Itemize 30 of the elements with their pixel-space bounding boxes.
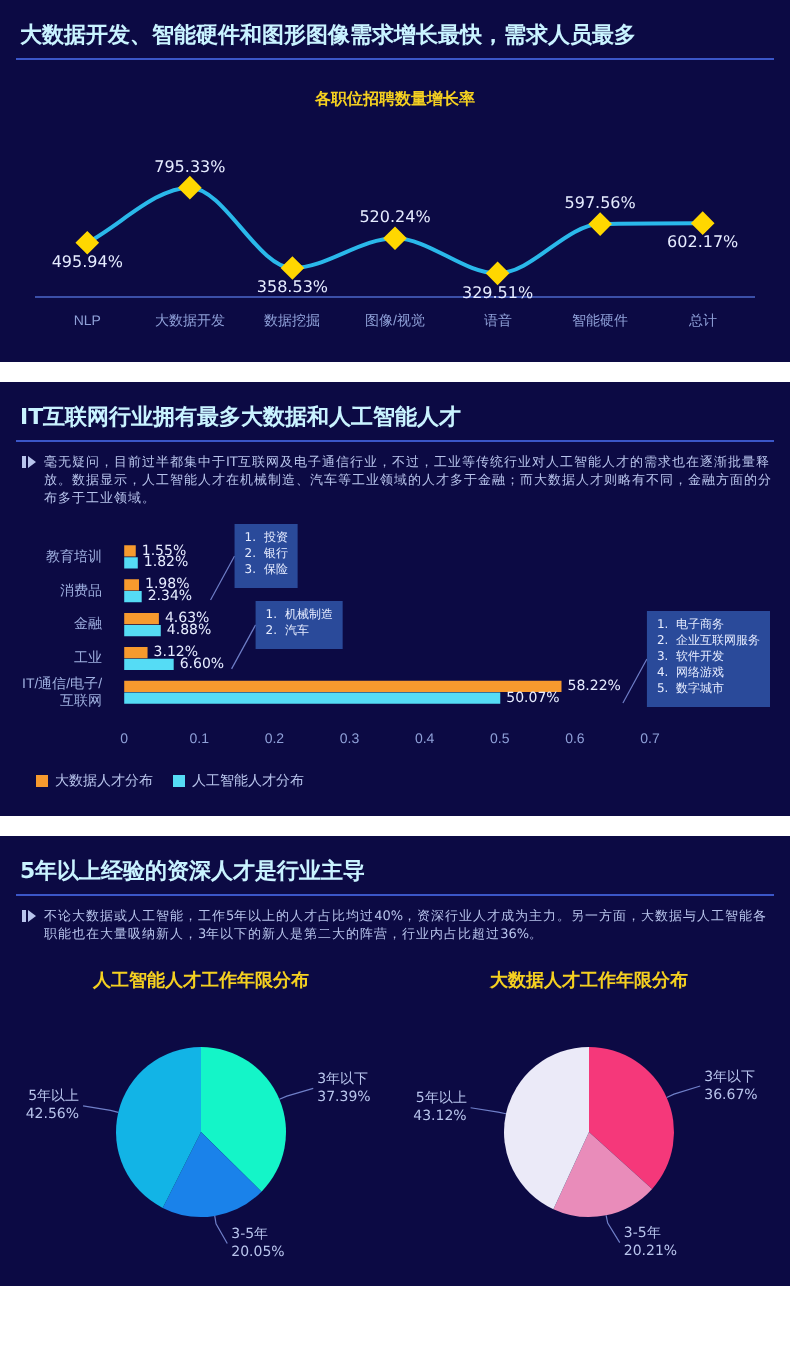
bar — [124, 613, 159, 625]
point — [589, 213, 612, 236]
data-label: 795.33% — [154, 157, 227, 176]
bar — [124, 579, 139, 591]
bar — [124, 624, 161, 637]
data-label: 358.53% — [256, 278, 329, 297]
chart-subtitle: 各职位招聘数量增长率 — [313, 88, 477, 110]
bar — [124, 545, 136, 557]
point — [384, 227, 406, 250]
text: 5年以上经验的资深人才是行业主导 — [16, 852, 774, 896]
point — [486, 262, 509, 285]
chart-title: 大数据开发、智能硬件和图形图像需求增长最快，需求人员最多 — [16, 16, 774, 60]
data-label: 597.56% — [564, 194, 637, 213]
point — [76, 231, 99, 254]
bar — [124, 680, 562, 692]
bar — [124, 646, 148, 659]
bar — [124, 591, 142, 603]
bar — [124, 658, 174, 670]
point — [178, 176, 201, 199]
point — [281, 257, 304, 280]
chart-title: 大数据人才工作年限分布 — [487, 968, 690, 994]
bar — [124, 692, 501, 704]
data-label: 602.17% — [667, 233, 740, 252]
data-label: 495.94% — [51, 252, 124, 271]
chart-title: 人工智能人才工作年限分布 — [91, 968, 311, 994]
data-label: 520.24% — [359, 208, 432, 227]
chart-title: IT互联网行业拥有最多大数据和人工智能人才 — [16, 398, 774, 442]
point — [691, 212, 714, 235]
bar — [124, 557, 138, 569]
data-label: 329.51% — [461, 283, 534, 302]
